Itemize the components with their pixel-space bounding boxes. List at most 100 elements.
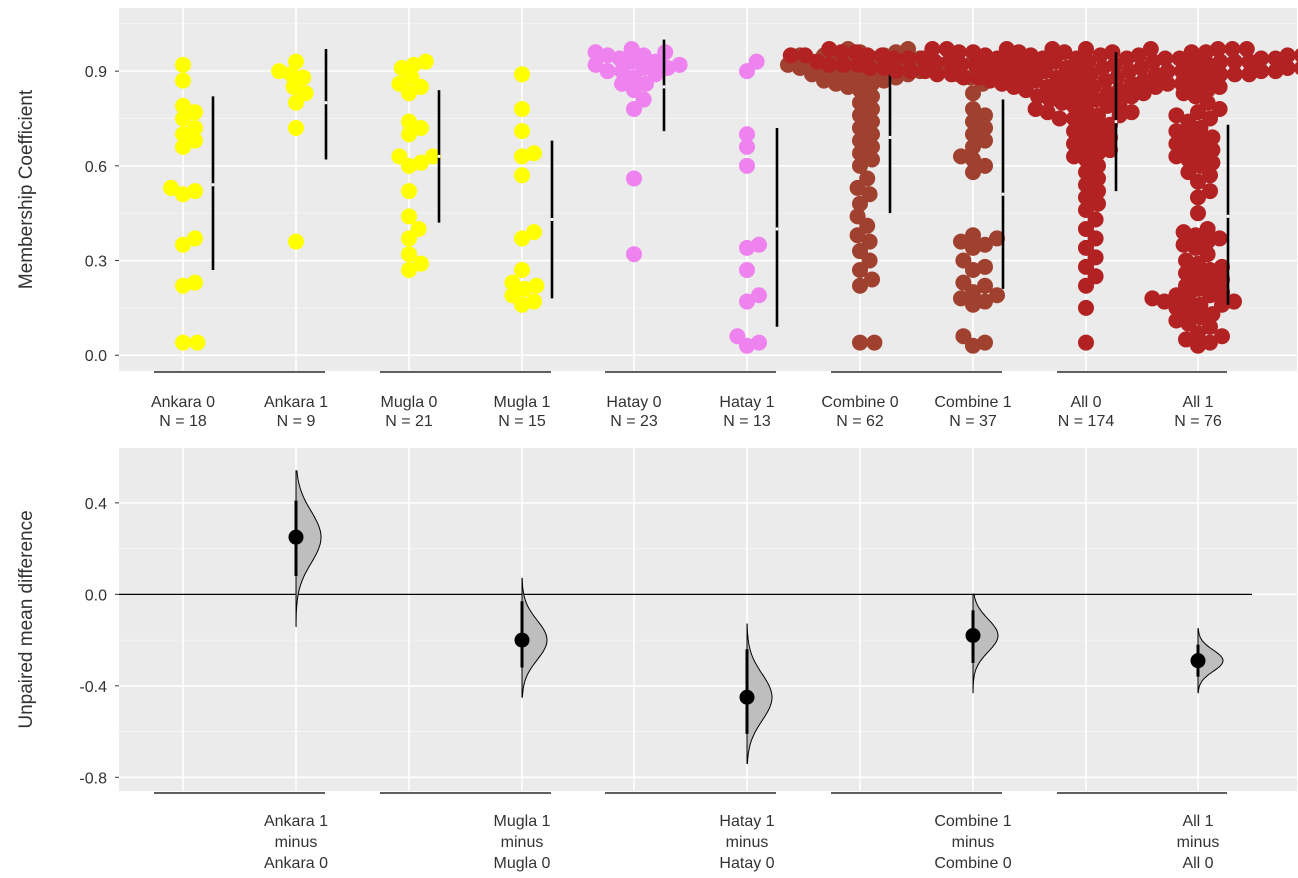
data-point [1078,299,1094,316]
data-point [888,63,905,80]
data-point [1051,110,1068,127]
data-point [1214,258,1230,275]
group-n-label: N = 9 [277,413,316,430]
data-point [926,53,943,70]
data-point [1168,107,1185,124]
data-point [874,47,890,64]
data-point [599,63,616,80]
data-point [965,44,982,61]
data-point [413,255,429,272]
data-point [864,75,880,92]
data-point [1211,78,1228,95]
data-point [1066,110,1082,127]
data-point [526,224,542,241]
group-n-label: N = 62 [836,413,884,430]
data-point [1056,44,1073,61]
data-point [1085,78,1102,95]
data-point [864,151,880,168]
data-point [1080,53,1097,70]
data-point [393,59,410,76]
data-point [514,101,530,118]
data-point [1187,227,1204,244]
bottom-y-tick-labels: -0.8 -0.4 0.0 0.4 [79,496,119,787]
data-point [1090,132,1106,149]
data-point [514,66,530,83]
data-point [187,183,203,200]
data-point [1090,183,1106,200]
data-point [1294,48,1298,63]
data-point [859,47,876,64]
data-point [1078,189,1094,206]
data-point [955,328,972,345]
y-tick-label: 0.4 [85,496,107,513]
data-point [965,101,981,118]
top-panel-marks [163,39,1298,354]
comparison-label-line: Mugla 1 [494,813,551,830]
y-tick-label: -0.4 [79,679,107,696]
data-point [1211,230,1228,247]
data-point [862,59,878,76]
group-name-label: Combine 0 [821,394,898,411]
data-point [175,138,191,155]
data-point [671,56,688,73]
data-point [187,230,203,247]
data-point [859,170,876,187]
data-point [1090,170,1106,187]
data-point [977,277,993,294]
summary-mean-gap [662,85,666,89]
data-point [1178,265,1194,282]
data-point [611,50,628,67]
data-point [187,119,203,136]
data-point [1180,315,1197,332]
group-n-label: N = 76 [1174,413,1222,430]
y-tick-label: 0.6 [85,159,107,176]
data-point [1078,151,1094,168]
data-point [977,107,993,124]
data-point [739,126,755,143]
data-point [175,277,191,294]
data-point [1226,53,1243,70]
data-point [852,157,868,174]
data-point [1090,145,1106,162]
data-point [1142,41,1159,58]
data-point [739,293,755,310]
data-point [797,47,814,64]
data-point [864,88,880,105]
data-point [1168,299,1185,316]
data-point [1178,252,1194,269]
data-point [614,75,630,92]
data-point [864,138,880,155]
summary-mean-gap [550,217,554,221]
data-point [739,157,755,174]
data-point [977,258,993,275]
data-point [175,110,191,127]
data-point [965,126,981,143]
comparison-label-line: minus [275,834,318,851]
data-point [1044,41,1061,58]
data-point [876,72,892,89]
data-point [1253,63,1270,80]
data-point [902,63,919,80]
data-point [1168,123,1185,140]
data-point [965,239,981,256]
data-point [1159,75,1176,92]
data-point [852,119,868,136]
data-point [792,59,808,76]
data-point [1210,41,1226,58]
data-point [187,132,203,149]
data-point [504,287,521,304]
bottom-panel-marks [288,470,1224,765]
comparison-label-line: Ankara 0 [264,855,328,872]
data-point [1123,88,1140,105]
data-point [1027,101,1044,118]
data-point [1133,59,1150,76]
bootstrap-distribution [295,470,322,628]
group-n-label: N = 23 [610,413,658,430]
data-point [1078,126,1094,143]
group-n-label: N = 37 [949,413,997,430]
data-point [288,119,304,136]
data-point [516,280,533,297]
bootstrap-distribution [521,577,548,698]
comparison-label-line: Hatay 0 [719,855,774,872]
data-point [1168,312,1185,329]
